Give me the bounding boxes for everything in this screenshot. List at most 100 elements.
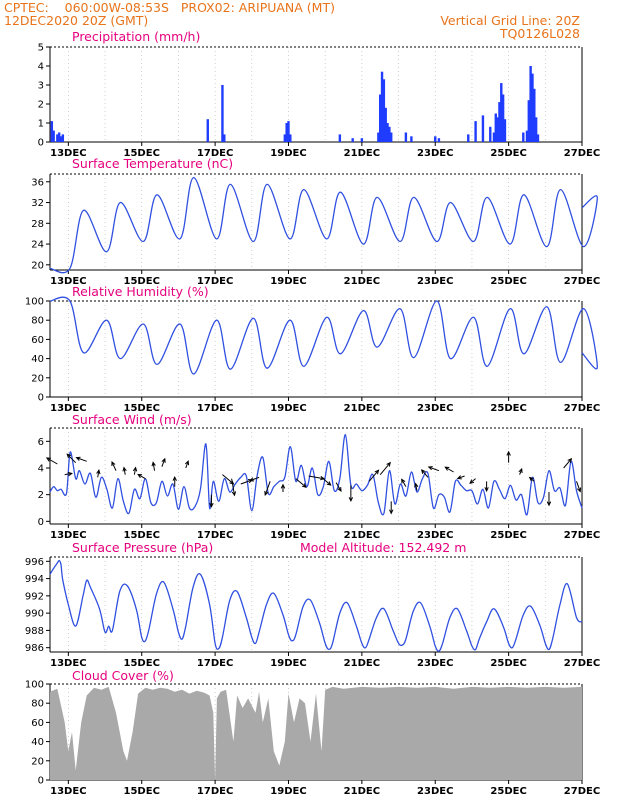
precip-bar [474, 121, 477, 142]
humidity-xtick-label: 21DEC [344, 403, 380, 414]
wind-arrow [484, 481, 489, 493]
wind-arrow [151, 461, 156, 471]
precip-bar [50, 121, 54, 142]
precip-bar [338, 134, 342, 142]
wind-arrow-shaft [335, 482, 342, 492]
cloud-ytick-label: 40 [31, 737, 44, 748]
wind-arrow [335, 482, 342, 493]
wind-arrow [132, 466, 138, 475]
precip-bar [529, 66, 532, 142]
wind-arrow [546, 492, 552, 507]
wind-arrow-shaft [321, 476, 332, 486]
precip-xtick-label: 17DEC [197, 148, 233, 159]
wind-arrow [96, 469, 101, 478]
precip-bar [206, 119, 209, 142]
humidity-ytick-label: 80 [31, 316, 44, 327]
precip-bar [52, 130, 55, 142]
temperature-title: Surface Temperature (nC) [72, 156, 233, 171]
humidity-xtick-label: 25DEC [490, 403, 526, 414]
wind-series-line [49, 434, 583, 516]
wind-arrow-head [96, 469, 101, 475]
pressure-xtick-label: 27DEC [564, 658, 600, 669]
cloud-ytick-label: 20 [31, 756, 44, 767]
model-altitude-label: Model Altitude: 152.492 m [300, 540, 466, 555]
wind-arrow-head [506, 450, 511, 456]
wind-xtick-label: 15DEC [124, 530, 160, 541]
wind-arrow-shaft [469, 478, 476, 484]
wind-arrow [172, 475, 177, 487]
pressure-xtick-label: 15DEC [124, 658, 160, 669]
wind-arrow-head [528, 476, 534, 482]
wind-arrow-shaft [308, 475, 325, 480]
wind-arrow-head [301, 483, 307, 488]
wind-arrow [427, 466, 440, 472]
cloud-ytick-label: 0 [38, 776, 44, 787]
pressure-ytick-label: 994 [25, 574, 44, 585]
wind-xtick-label: 21DEC [344, 530, 380, 541]
pressure-ytick-label: 992 [25, 591, 44, 602]
temperature-panel: 20 24 28 32 36 13DEC 15DEC 17DEC 19DEC 21DEC 23DEC… [31, 173, 600, 287]
header-date: 12DEC2020 20Z (GMT) [4, 13, 148, 28]
wind-arrow [66, 453, 77, 464]
header-grid-note: Vertical Grid Line: 20Z [440, 13, 580, 28]
humidity-ytick-label: 20 [31, 373, 44, 384]
pressure-xtick-label: 23DEC [417, 658, 453, 669]
humidity-series-line [49, 296, 598, 375]
wind-arrow-head [67, 471, 73, 477]
wind-arrow-head [374, 469, 380, 475]
precip-bar [489, 126, 492, 142]
precip-xtick-label: 23DEC [417, 148, 453, 159]
wind-arrow-shaft [76, 457, 87, 462]
precip-bar [525, 130, 529, 142]
precip-bar [283, 134, 287, 142]
wind-arrow [420, 469, 429, 478]
wind-arrow [469, 478, 476, 485]
humidity-title: Relative Humidity (%) [72, 284, 209, 299]
pressure-panel: 986 988 990 992 994 996 13DEC 15DEC 17DEC 19DEC 21… [25, 556, 600, 669]
temperature-ytick-label: 24 [31, 240, 44, 251]
wind-arrow-shaft [231, 478, 236, 496]
wind-arrow-head [280, 483, 286, 489]
wind-xtick-label: 25DEC [490, 530, 526, 541]
temperature-ytick-label: 20 [31, 260, 44, 271]
wind-ytick-label: 2 [38, 490, 44, 501]
header-station: CPTEC: 060:00W-08:53S PROX02: ARIPUANA (… [4, 0, 335, 15]
wind-arrow-head [132, 466, 138, 472]
wind-arrow-head [546, 501, 552, 507]
humidity-panel: 0 20 40 60 80 100 13DEC 15DEC 17DEC 19DEC 21DEC 23D… [25, 297, 600, 415]
wind-arrow-head [386, 461, 391, 467]
wind-arrow-head [172, 475, 177, 481]
wind-arrow-head [209, 502, 214, 508]
precip-bar [377, 132, 380, 142]
precip-bar [496, 117, 499, 142]
wind-arrow [209, 494, 214, 508]
temperature-xtick-label: 15DEC [124, 276, 160, 287]
precip-ytick-label: 2 [38, 100, 44, 111]
wind-arrow-head [151, 461, 156, 467]
cloud-cover-area [50, 686, 582, 780]
temperature-ytick-label: 32 [31, 198, 44, 209]
wind-arrow-head [576, 487, 582, 493]
humidity-ytick-label: 100 [25, 297, 44, 308]
precip-bar [536, 134, 540, 142]
pressure-ytick-label: 990 [25, 609, 44, 620]
pressure-xtick-label: 25DEC [490, 658, 526, 669]
precip-bar [351, 138, 354, 142]
precip-ytick-label: 1 [38, 119, 44, 130]
cloud-xtick-label: 19DEC [270, 786, 306, 797]
wind-title: Surface Wind (m/s) [72, 412, 192, 427]
wind-arrow [45, 457, 58, 465]
wind-arrow-shaft [445, 466, 454, 473]
wind-arrow-head [137, 473, 143, 479]
precip-bar [501, 94, 505, 142]
wind-xtick-label: 17DEC [197, 530, 233, 541]
wind-arrow-head [184, 460, 190, 466]
wind-arrow-head [264, 490, 269, 496]
cloud-ytick-label: 100 [25, 680, 44, 691]
wind-xtick-label: 13DEC [50, 530, 86, 541]
wind-arrow-head [231, 491, 237, 497]
precip-bar [434, 136, 437, 142]
pressure-ytick-label: 996 [25, 557, 44, 568]
wind-arrow [401, 478, 407, 487]
precip-panel: 0 1 2 3 4 5 13DEC 15DEC 17DEC 19DEC 21DEC 23DEC 25DE… [38, 43, 601, 160]
